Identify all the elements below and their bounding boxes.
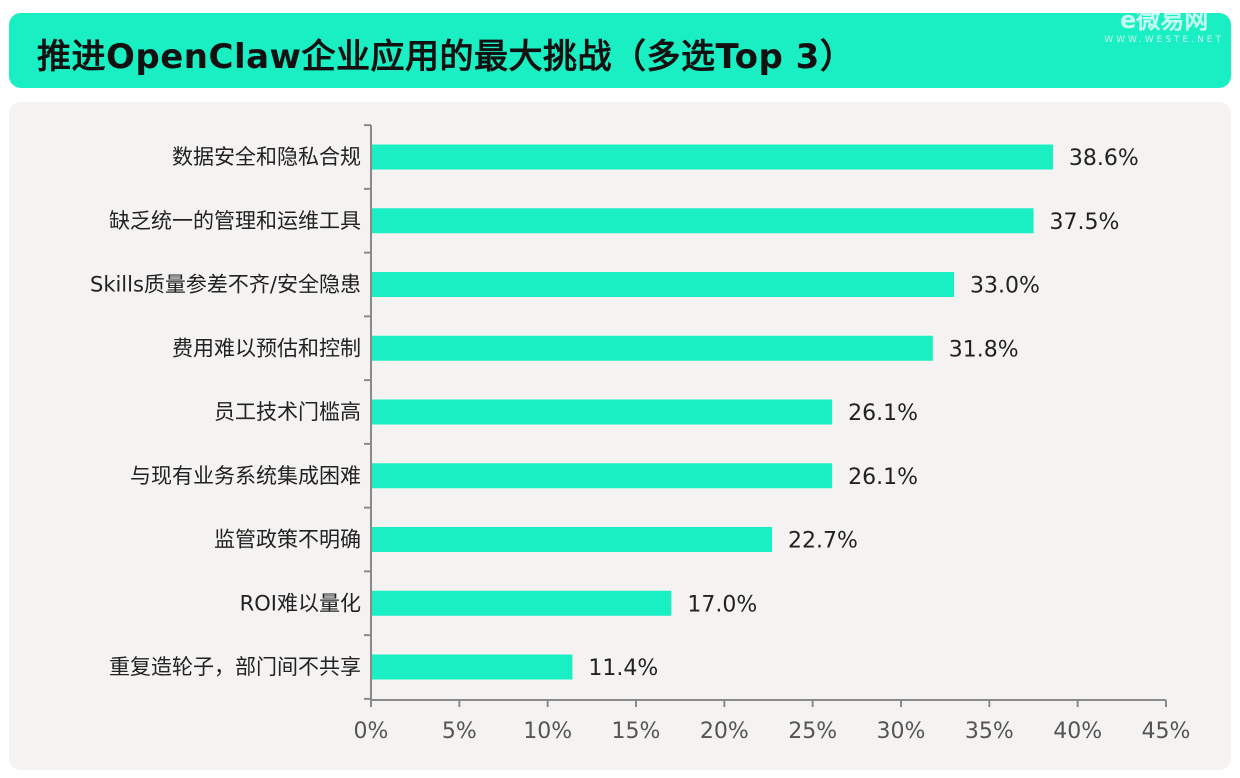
value-label: 37.5% <box>1050 210 1120 235</box>
bar <box>372 527 773 552</box>
x-tick-label: 15% <box>612 719 661 744</box>
x-tick-label: 0% <box>354 719 389 744</box>
category-label: 数据安全和隐私合规 <box>172 145 361 169</box>
bar <box>372 654 573 680</box>
x-tick-label: 20% <box>700 719 749 744</box>
category-label: 费用难以预估和控制 <box>172 336 361 360</box>
category-label: 重复造轮子，部门间不共享 <box>109 655 361 679</box>
value-label: 38.6% <box>1069 146 1139 171</box>
bar <box>372 463 833 489</box>
value-label: 26.1% <box>848 465 918 490</box>
category-label: 员工技术门槛高 <box>214 400 361 424</box>
category-label: ROI难以量化 <box>240 591 361 615</box>
category-label: 与现有业务系统集成困难 <box>130 464 361 488</box>
x-tick-label: 25% <box>788 719 837 744</box>
x-tick-label: 30% <box>877 719 926 744</box>
bar <box>372 590 672 616</box>
value-label: 33.0% <box>970 274 1040 299</box>
bar <box>372 399 833 425</box>
title-bar: 推进OpenClaw企业应用的最大挑战（多选Top 3） <box>9 13 1231 88</box>
x-tick-label: 45% <box>1142 719 1191 744</box>
x-tick-label: 35% <box>965 719 1014 744</box>
value-label: 17.0% <box>687 592 757 617</box>
value-label: 22.7% <box>788 529 858 554</box>
category-label: 监管政策不明确 <box>214 528 361 552</box>
category-label: Skills质量参差不齐/安全隐患 <box>90 273 361 297</box>
watermark-logo: e微易网 WWW.WESTE.NET <box>1104 6 1224 46</box>
value-label: 26.1% <box>848 401 918 426</box>
category-label: 缺乏统一的管理和运维工具 <box>109 209 361 233</box>
bar <box>372 144 1053 170</box>
x-tick-label: 10% <box>523 719 572 744</box>
x-tick-label: 40% <box>1053 719 1102 744</box>
chart-title: 推进OpenClaw企业应用的最大挑战（多选Top 3） <box>37 37 855 77</box>
bar <box>372 208 1034 234</box>
x-tick-label: 5% <box>442 719 477 744</box>
bar <box>372 335 933 361</box>
value-label: 31.8% <box>949 337 1019 362</box>
value-label: 11.4% <box>588 656 658 681</box>
watermark-logo-text: e微易网 <box>1119 6 1209 34</box>
watermark-url-text: WWW.WESTE.NET <box>1104 35 1224 45</box>
bar <box>372 272 954 297</box>
